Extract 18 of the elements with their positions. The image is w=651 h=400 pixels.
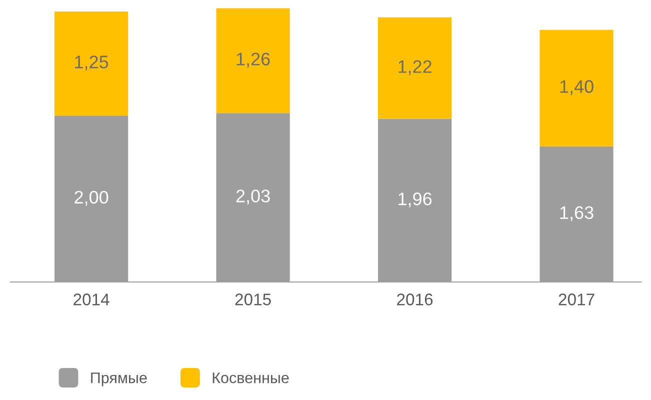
bar <box>540 30 614 146</box>
data-label: 1,22 <box>398 60 432 76</box>
legend-label: Прямые <box>91 372 147 386</box>
data-label: 1,63 <box>560 206 594 222</box>
data-label: 1,40 <box>560 80 594 96</box>
x-tick-label: 2015 <box>235 294 271 306</box>
x-tick-label: 2014 <box>74 294 110 306</box>
data-label: 1,96 <box>398 192 432 208</box>
bar <box>216 8 290 114</box>
x-tick-label: 2017 <box>558 294 594 306</box>
legend-label: Косвенные <box>212 372 289 384</box>
data-label: 1,25 <box>75 56 108 71</box>
data-label: 2,03 <box>236 190 270 205</box>
data-label: 2,00 <box>74 190 108 206</box>
bar <box>54 12 128 116</box>
bar <box>378 17 452 119</box>
data-label: 1,26 <box>236 52 270 68</box>
x-tick-label: 2016 <box>397 294 433 306</box>
